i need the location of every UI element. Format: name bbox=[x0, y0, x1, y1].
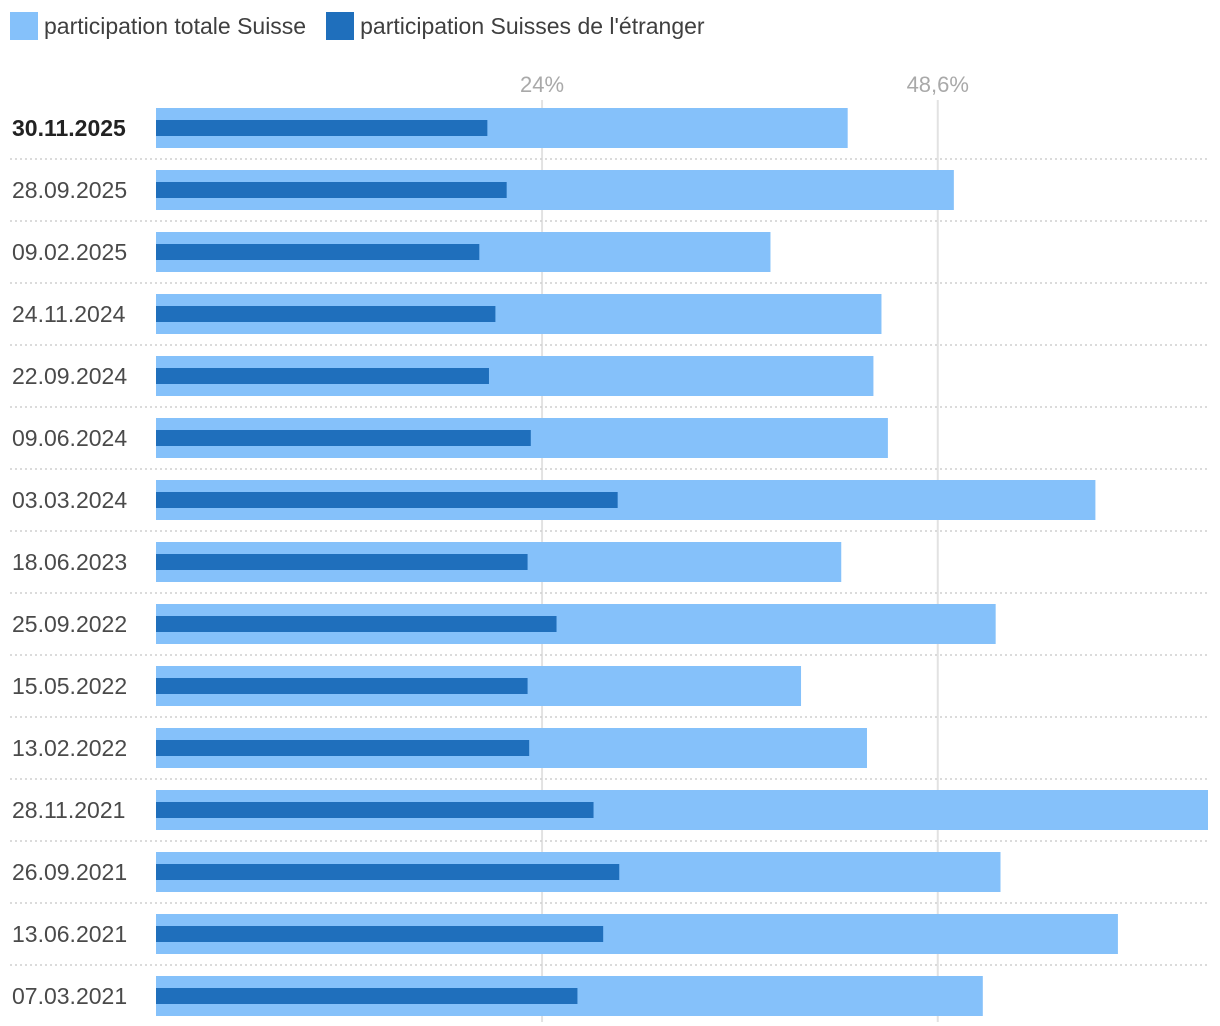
bar-abroad bbox=[156, 926, 604, 942]
category-label: 09.02.2025 bbox=[12, 239, 127, 265]
bar-abroad bbox=[156, 244, 480, 260]
legend-label-abroad: participation Suisses de l'étranger bbox=[360, 12, 705, 39]
bar-abroad bbox=[156, 182, 507, 198]
category-label: 03.03.2024 bbox=[12, 487, 127, 513]
category-label: 25.09.2022 bbox=[12, 611, 127, 637]
bar-abroad bbox=[156, 306, 496, 322]
bar-abroad bbox=[156, 678, 528, 694]
category-label: 30.11.2025 bbox=[12, 115, 126, 141]
bar-abroad bbox=[156, 430, 531, 446]
bar-abroad bbox=[156, 120, 488, 136]
legend-label-total: participation totale Suisse bbox=[44, 12, 307, 39]
category-label: 28.11.2021 bbox=[12, 797, 125, 823]
x-tick-label: 48,6% bbox=[907, 72, 969, 97]
bar-abroad bbox=[156, 554, 528, 570]
category-label: 18.06.2023 bbox=[12, 549, 127, 575]
bar-abroad bbox=[156, 616, 557, 632]
bars-layer bbox=[156, 108, 1208, 1016]
category-label: 28.09.2025 bbox=[12, 177, 127, 203]
legend-item-total[interactable]: participation totale Suisse bbox=[10, 12, 306, 40]
bar-abroad bbox=[156, 740, 530, 756]
category-label: 15.05.2022 bbox=[12, 673, 127, 699]
category-label: 13.02.2022 bbox=[12, 735, 127, 761]
legend: participation totale Suisse participatio… bbox=[10, 12, 705, 40]
legend-item-abroad[interactable]: participation Suisses de l'étranger bbox=[326, 12, 705, 40]
bar-abroad bbox=[156, 492, 618, 508]
category-label: 13.06.2021 bbox=[12, 921, 127, 947]
category-label: 07.03.2021 bbox=[12, 983, 127, 1009]
labels-layer: 24% 48,6% 30.11.2025 28.09.2025 09.02.2025 24… bbox=[12, 72, 969, 1009]
bar-abroad bbox=[156, 988, 578, 1004]
bar-abroad bbox=[156, 802, 594, 818]
category-label: 22.09.2024 bbox=[12, 363, 127, 389]
bar-abroad bbox=[156, 368, 489, 384]
category-label: 24.11.2024 bbox=[12, 301, 126, 327]
bar-abroad bbox=[156, 864, 620, 880]
legend-swatch-abroad bbox=[326, 12, 355, 40]
category-label: 26.09.2021 bbox=[12, 859, 127, 885]
legend-swatch-total bbox=[10, 12, 38, 40]
x-tick-label: 24% bbox=[520, 72, 564, 97]
category-label: 09.06.2024 bbox=[12, 425, 127, 451]
